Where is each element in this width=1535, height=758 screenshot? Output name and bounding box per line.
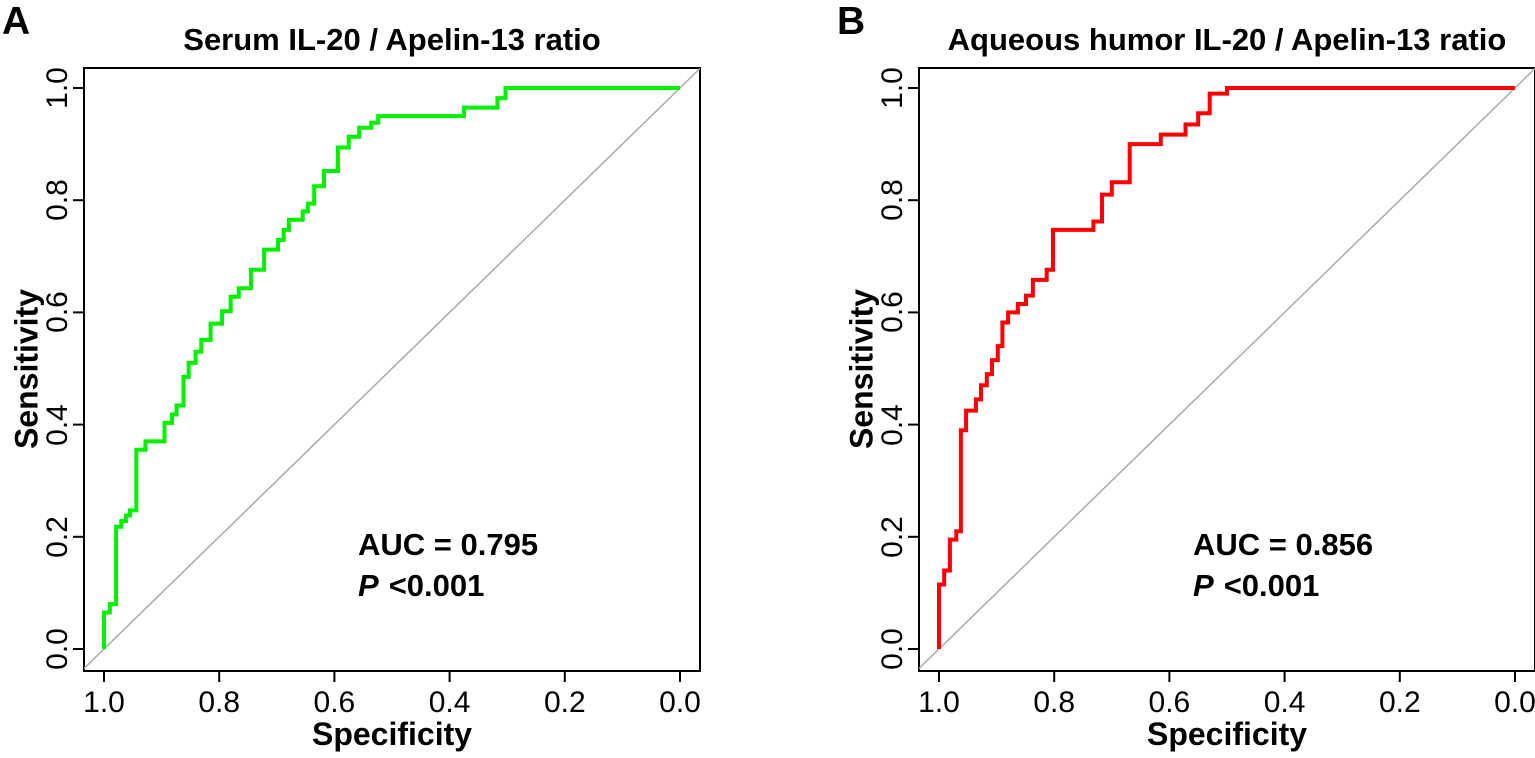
auc-annotation: AUC = 0.856 P <0.001 (1193, 524, 1373, 606)
x-tick-label: 0.6 (313, 686, 356, 719)
plot-box (83, 67, 701, 672)
y-tick-label: 1.0 (41, 67, 74, 109)
plot-box (918, 67, 1535, 672)
panel-title: Aqueous humor IL-20 / Apelin-13 ratio (947, 22, 1507, 57)
p-symbol: P (358, 568, 379, 603)
panel-title: Serum IL-20 / Apelin-13 ratio (183, 22, 601, 57)
x-tick-label: 0.4 (428, 686, 471, 719)
p-value-text: P <0.001 (358, 565, 538, 606)
p-value: <0.001 (388, 568, 485, 603)
reference-diagonal (918, 67, 1535, 670)
x-axis-title: Specificity (311, 716, 473, 752)
reference-diagonal (83, 67, 701, 670)
x-tick-label: 0.4 (1263, 686, 1306, 719)
x-tick-label: 0.0 (1494, 686, 1535, 719)
panel-serum: A Serum IL-20 / Apelin-13 ratio Sensitiv… (0, 0, 760, 758)
p-value: <0.001 (1223, 568, 1320, 603)
roc-curve (937, 86, 1515, 649)
roc-plot (73, 67, 701, 682)
x-tick-label: 0.2 (1378, 686, 1421, 719)
panel-label-a: A (2, 0, 31, 43)
y-tick-label: 0.2 (41, 515, 74, 558)
x-tick-label: 0.2 (543, 686, 586, 719)
y-tick-label: 1.0 (876, 67, 909, 109)
y-tick-label: 0.8 (876, 179, 909, 222)
x-tick-label: 0.8 (198, 686, 241, 719)
roc-curve (102, 86, 680, 649)
y-tick-label: 0.0 (41, 628, 74, 670)
y-tick-label: 0.4 (41, 403, 74, 446)
x-axis-title: Specificity (1146, 716, 1308, 752)
x-tick-label: 1.0 (918, 686, 960, 719)
x-tick-label: 0.8 (1033, 686, 1076, 719)
auc-value-text: AUC = 0.856 (1193, 527, 1374, 562)
p-value-text: P <0.001 (1193, 565, 1373, 606)
panel-label-b: B (837, 0, 866, 43)
y-tick-label: 0.2 (876, 515, 909, 558)
x-tick-label: 1.0 (83, 686, 125, 719)
panel-aqueous-humor: B Aqueous humor IL-20 / Apelin-13 ratio … (835, 0, 1535, 758)
y-tick-label: 0.0 (876, 628, 909, 670)
auc-annotation: AUC = 0.795 P <0.001 (358, 524, 538, 606)
y-tick-label: 0.4 (876, 403, 909, 446)
auc-value-text: AUC = 0.795 (358, 527, 539, 562)
roc-plot (908, 67, 1535, 682)
y-tick-label: 0.6 (41, 291, 74, 334)
y-tick-label: 0.8 (41, 179, 74, 222)
y-tick-label: 0.6 (876, 291, 909, 334)
x-tick-label: 0.6 (1148, 686, 1191, 719)
x-tick-label: 0.0 (659, 686, 701, 719)
p-symbol: P (1193, 568, 1214, 603)
